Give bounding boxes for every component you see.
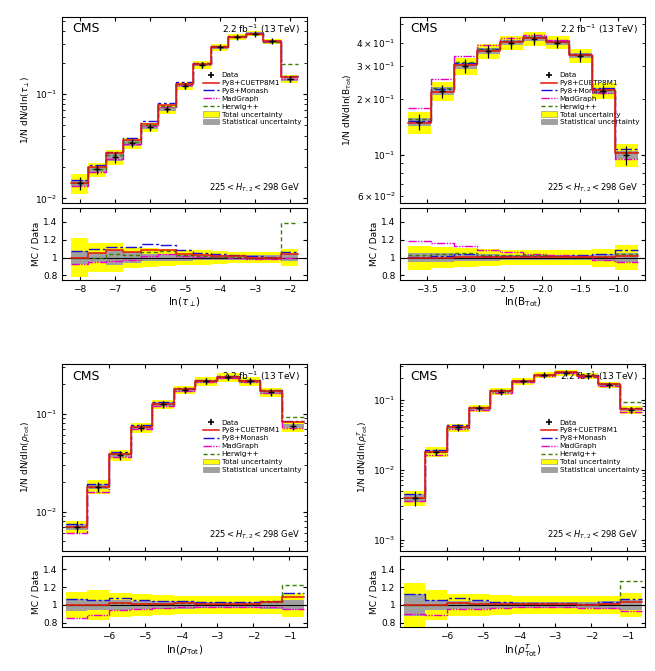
Text: 2.2 fb$^{-1}$ (13 TeV): 2.2 fb$^{-1}$ (13 TeV) [222, 22, 300, 36]
Y-axis label: 1/N dN/dln($\tau_{\perp}$): 1/N dN/dln($\tau_{\perp}$) [20, 76, 32, 144]
X-axis label: ln($\rho_{\mathrm{Tot}}$): ln($\rho_{\mathrm{Tot}}$) [166, 643, 203, 657]
Legend: Data, Py8+CUETP8M1, Py8+Monash, MadGraph, Herwig++, Total uncertainty, Statistic: Data, Py8+CUETP8M1, Py8+Monash, MadGraph… [203, 72, 301, 125]
Y-axis label: MC / Data: MC / Data [369, 222, 378, 266]
Text: $225 < H_{T,2} < 298\ \mathrm{GeV}$: $225 < H_{T,2} < 298\ \mathrm{GeV}$ [208, 529, 300, 541]
Y-axis label: 1/N dN/dln($\rho_{\mathrm{Tot}}$): 1/N dN/dln($\rho_{\mathrm{Tot}}$) [19, 421, 32, 493]
Y-axis label: MC / Data: MC / Data [369, 570, 378, 614]
Y-axis label: 1/N dN/dln(B$_{\mathrm{Tot}}$): 1/N dN/dln(B$_{\mathrm{Tot}}$) [341, 74, 354, 146]
Text: CMS: CMS [410, 22, 438, 36]
Text: $225 < H_{T,2} < 298\ \mathrm{GeV}$: $225 < H_{T,2} < 298\ \mathrm{GeV}$ [208, 182, 300, 194]
X-axis label: ln($\tau_{\perp}$): ln($\tau_{\perp}$) [168, 295, 201, 309]
Y-axis label: MC / Data: MC / Data [31, 570, 40, 614]
Text: CMS: CMS [72, 370, 100, 382]
Text: $225 < H_{T,2} < 298\ \mathrm{GeV}$: $225 < H_{T,2} < 298\ \mathrm{GeV}$ [546, 182, 638, 194]
Text: 2.2 fb$^{-1}$ (13 TeV): 2.2 fb$^{-1}$ (13 TeV) [560, 370, 638, 383]
Y-axis label: MC / Data: MC / Data [31, 222, 40, 266]
Legend: Data, Py8+CUETP8M1, Py8+Monash, MadGraph, Herwig++, Total uncertainty, Statistic: Data, Py8+CUETP8M1, Py8+Monash, MadGraph… [541, 419, 639, 473]
Y-axis label: 1/N dN/dln($\rho^{T}_{\mathrm{Tot}}$): 1/N dN/dln($\rho^{T}_{\mathrm{Tot}}$) [356, 421, 370, 493]
Text: 2.2 fb$^{-1}$ (13 TeV): 2.2 fb$^{-1}$ (13 TeV) [222, 370, 300, 383]
Text: 2.2 fb$^{-1}$ (13 TeV): 2.2 fb$^{-1}$ (13 TeV) [560, 22, 638, 36]
Text: CMS: CMS [72, 22, 100, 36]
X-axis label: ln(B$_{\mathrm{Tot}}$): ln(B$_{\mathrm{Tot}}$) [504, 295, 542, 309]
Text: CMS: CMS [410, 370, 438, 382]
Legend: Data, Py8+CUETP8M1, Py8+Monash, MadGraph, Herwig++, Total uncertainty, Statistic: Data, Py8+CUETP8M1, Py8+Monash, MadGraph… [541, 72, 639, 125]
Text: $225 < H_{T,2} < 298\ \mathrm{GeV}$: $225 < H_{T,2} < 298\ \mathrm{GeV}$ [546, 529, 638, 541]
Legend: Data, Py8+CUETP8M1, Py8+Monash, MadGraph, Herwig++, Total uncertainty, Statistic: Data, Py8+CUETP8M1, Py8+Monash, MadGraph… [203, 419, 301, 473]
X-axis label: ln($\rho^{T}_{\mathrm{Tot}}$): ln($\rho^{T}_{\mathrm{Tot}}$) [504, 643, 541, 660]
